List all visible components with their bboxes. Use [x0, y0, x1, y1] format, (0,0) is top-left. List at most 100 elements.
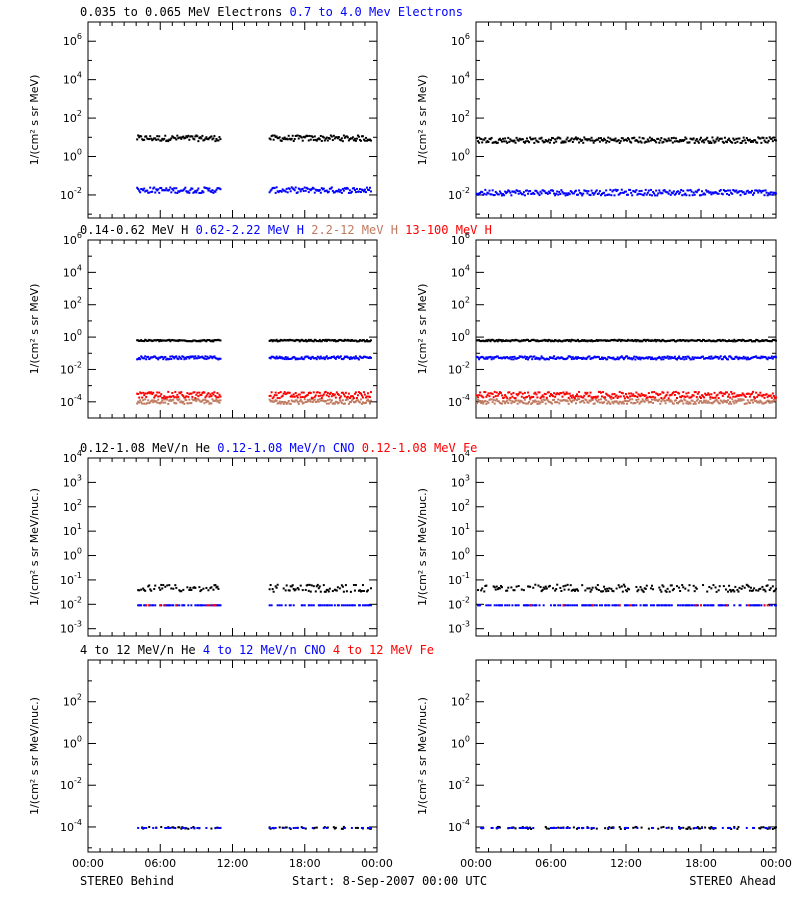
data-point — [319, 394, 322, 397]
data-point — [671, 192, 674, 195]
data-point — [324, 189, 327, 192]
data-point — [737, 338, 740, 341]
data-point — [311, 186, 314, 189]
data-point — [662, 189, 665, 192]
data-point — [363, 355, 366, 358]
data-point — [213, 190, 216, 193]
data-point — [210, 135, 213, 138]
data-point — [727, 604, 730, 607]
data-point — [217, 338, 220, 341]
data-point — [766, 339, 769, 342]
data-point — [368, 356, 371, 359]
data-point — [729, 339, 732, 342]
data-point — [692, 191, 695, 194]
data-point — [580, 139, 583, 142]
data-point — [216, 357, 219, 360]
data-point — [210, 827, 213, 830]
data-point — [269, 138, 272, 141]
data-point — [501, 194, 503, 197]
data-point — [628, 188, 631, 191]
data-point — [566, 136, 569, 139]
data-point — [318, 604, 321, 607]
data-point — [302, 391, 305, 394]
data-point — [726, 401, 728, 404]
data-point — [596, 395, 599, 398]
data-point — [493, 586, 496, 589]
data-point — [581, 399, 584, 402]
data-point — [520, 339, 523, 342]
data-point — [346, 604, 349, 607]
data-point — [752, 193, 755, 196]
data-point — [665, 191, 668, 194]
data-point — [278, 355, 281, 358]
data-point — [168, 138, 171, 141]
data-point — [323, 190, 326, 193]
data-point — [485, 402, 488, 405]
data-point — [540, 590, 543, 593]
data-point — [628, 339, 631, 342]
data-point — [664, 402, 667, 405]
data-point — [340, 191, 343, 194]
data-point — [692, 402, 695, 405]
data-point — [477, 339, 480, 342]
data-point — [288, 338, 291, 341]
data-point — [319, 340, 322, 343]
data-point — [216, 400, 219, 403]
data-point — [541, 394, 544, 397]
data-point — [770, 355, 773, 358]
data-point — [749, 357, 752, 360]
data-point — [320, 187, 323, 190]
y-axis-label: 1/(cm² s sr MeV/nuc.) — [416, 488, 429, 606]
data-point — [356, 190, 359, 193]
data-point — [520, 355, 523, 358]
data-point — [751, 356, 753, 359]
data-point — [770, 401, 773, 404]
data-point — [288, 137, 291, 140]
data-point — [684, 192, 687, 195]
data-point — [297, 357, 300, 360]
data-point — [522, 356, 525, 359]
data-point — [516, 402, 519, 405]
data-point — [633, 395, 636, 398]
data-point — [622, 339, 625, 342]
data-point — [654, 396, 657, 399]
data-point — [702, 139, 705, 142]
data-point — [334, 589, 337, 592]
data-point — [325, 604, 328, 607]
data-point — [272, 400, 275, 403]
data-point — [478, 358, 481, 361]
data-point — [738, 190, 741, 193]
data-point — [646, 138, 649, 141]
data-point — [744, 395, 747, 398]
data-point — [723, 339, 726, 342]
data-point — [333, 356, 336, 359]
data-point — [324, 356, 327, 359]
data-point — [629, 140, 632, 143]
data-point — [213, 399, 216, 402]
data-point — [540, 339, 543, 342]
data-point — [320, 340, 323, 343]
data-point — [171, 355, 174, 358]
data-point — [358, 604, 361, 607]
data-point — [278, 400, 281, 403]
data-point — [757, 400, 760, 403]
data-point — [746, 189, 749, 192]
data-point — [481, 826, 484, 829]
data-point — [293, 395, 296, 398]
data-point — [147, 399, 150, 402]
data-point — [617, 604, 620, 607]
data-point — [272, 826, 275, 829]
data-point — [631, 398, 634, 401]
data-point — [571, 589, 574, 592]
data-point — [290, 399, 293, 402]
data-point — [670, 137, 673, 140]
data-point — [587, 355, 590, 358]
data-point — [341, 140, 344, 143]
data-point — [766, 827, 769, 830]
data-point — [616, 188, 619, 191]
data-point — [593, 139, 596, 142]
data-point — [666, 399, 669, 402]
data-point — [731, 192, 734, 195]
data-point — [355, 357, 358, 360]
data-point — [341, 187, 344, 190]
